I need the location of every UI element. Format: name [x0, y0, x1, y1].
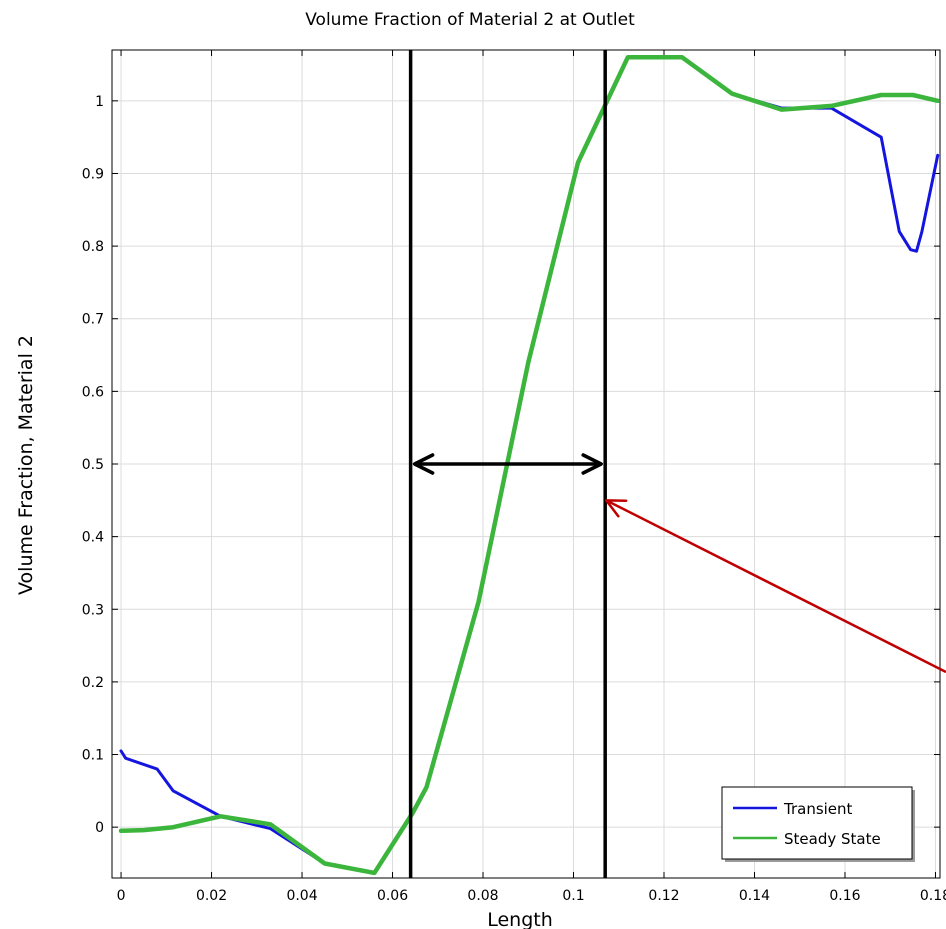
y-tick-label: 0.1 [82, 748, 104, 764]
x-tick-label: 0.02 [196, 888, 227, 904]
y-tick-label: 0.8 [82, 239, 104, 255]
x-tick-label: 0.06 [377, 888, 408, 904]
chart-title: Volume Fraction of Material 2 at Outlet [305, 10, 635, 30]
y-tick-label: 0.7 [82, 312, 104, 328]
y-tick-label: 0.4 [82, 530, 104, 546]
x-tick-label: 0.18 [920, 888, 946, 904]
y-axis-label: Volume Fraction, Material 2 [15, 335, 37, 595]
y-tick-label: 0 [95, 820, 104, 836]
y-tick-label: 0.6 [82, 384, 104, 400]
x-tick-label: 0.12 [648, 888, 679, 904]
double-arrow-left-head [412, 453, 435, 475]
axis-ticks: 0 0.02 0.04 0.06 0.08 0.1 0.12 0.14 0.16 0.18 0 0.1… [82, 50, 946, 904]
legend-box [721, 786, 913, 860]
legend-label-transient: Transient [783, 800, 853, 818]
legend-label-steady-state: Steady State [784, 830, 881, 848]
x-tick-label: 0.14 [739, 888, 770, 904]
x-tick-label: 0.16 [829, 888, 860, 904]
y-tick-label: 0.2 [82, 675, 104, 691]
double-arrow-right-head [581, 453, 603, 475]
series-group [118, 55, 940, 876]
annotations-group [408, 50, 946, 878]
red-pointer-arrow-head [604, 499, 628, 518]
x-tick-label: 0.04 [286, 888, 317, 904]
legend: Transient Steady State [721, 786, 915, 862]
series-line-steady-state [118, 55, 940, 876]
y-tick-label: 0.3 [82, 602, 104, 618]
y-tick-label: 0.9 [82, 166, 104, 182]
x-tick-label: 0.1 [562, 888, 584, 904]
x-tick-label: 0.08 [467, 888, 498, 904]
red-pointer-arrow-shaft [605, 499, 946, 674]
y-tick-label: 0.5 [82, 457, 104, 473]
x-axis-label: Length [487, 909, 553, 929]
y-tick-label: 1 [95, 94, 104, 110]
x-tick-label: 0 [117, 888, 126, 904]
